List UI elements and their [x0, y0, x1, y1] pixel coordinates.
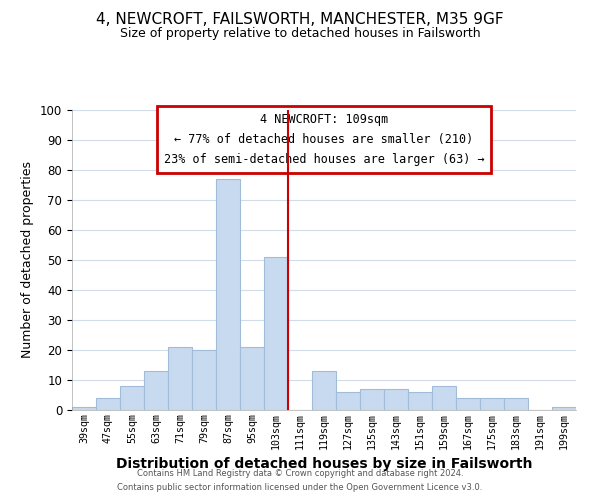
Text: Contains public sector information licensed under the Open Government Licence v3: Contains public sector information licen… [118, 484, 482, 492]
Bar [552, 407, 576, 410]
Text: Size of property relative to detached houses in Failsworth: Size of property relative to detached ho… [119, 28, 481, 40]
Text: Contains HM Land Registry data © Crown copyright and database right 2024.: Contains HM Land Registry data © Crown c… [137, 468, 463, 477]
Bar [504, 398, 528, 410]
Bar [384, 389, 408, 410]
X-axis label: Distribution of detached houses by size in Failsworth: Distribution of detached houses by size … [116, 457, 532, 471]
Bar [408, 392, 432, 410]
Text: 4 NEWCROFT: 109sqm
← 77% of detached houses are smaller (210)
23% of semi-detach: 4 NEWCROFT: 109sqm ← 77% of detached hou… [164, 113, 484, 166]
Bar [336, 392, 360, 410]
Bar [216, 179, 240, 410]
Bar [360, 389, 384, 410]
Bar [264, 257, 288, 410]
Bar [96, 398, 120, 410]
Bar [456, 398, 480, 410]
Bar [240, 347, 264, 410]
Bar [144, 371, 168, 410]
Bar [72, 407, 96, 410]
Bar [432, 386, 456, 410]
Text: 4, NEWCROFT, FAILSWORTH, MANCHESTER, M35 9GF: 4, NEWCROFT, FAILSWORTH, MANCHESTER, M35… [96, 12, 504, 28]
Bar [480, 398, 504, 410]
Bar [120, 386, 144, 410]
Bar [168, 347, 192, 410]
Bar [192, 350, 216, 410]
Y-axis label: Number of detached properties: Number of detached properties [22, 162, 34, 358]
Bar [312, 371, 336, 410]
